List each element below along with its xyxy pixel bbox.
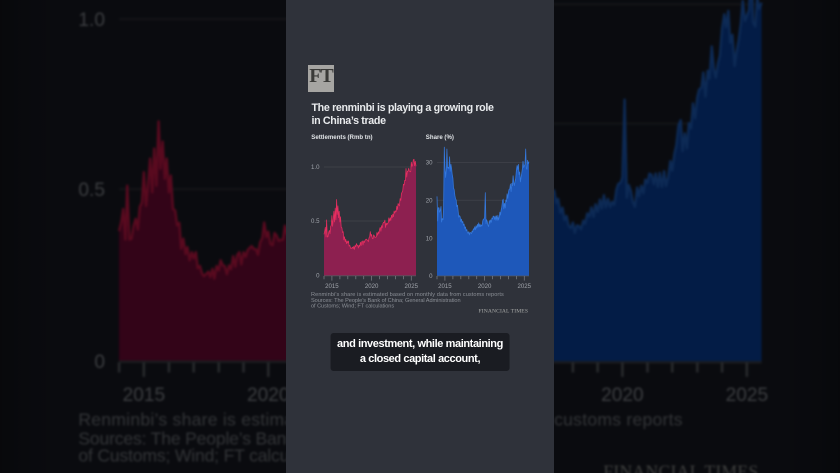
svg-text:2020: 2020 (478, 283, 492, 290)
svg-text:10: 10 (426, 235, 433, 242)
svg-text:2015: 2015 (438, 283, 452, 290)
svg-text:Share (%): Share (%) (426, 134, 454, 141)
svg-text:0: 0 (316, 273, 320, 280)
svg-text:1.0: 1.0 (311, 164, 320, 171)
svg-text:2020: 2020 (247, 385, 290, 406)
svg-text:2020: 2020 (601, 385, 644, 406)
svg-text:2025: 2025 (518, 283, 532, 290)
svg-text:Settlements (Rmb tn): Settlements (Rmb tn) (311, 134, 372, 141)
svg-text:0: 0 (429, 273, 433, 280)
svg-text:1.0: 1.0 (78, 10, 105, 31)
svg-text:2015: 2015 (325, 283, 339, 290)
svg-text:2025: 2025 (405, 283, 419, 290)
svg-text:0.5: 0.5 (311, 218, 320, 225)
svg-text:2015: 2015 (123, 385, 166, 406)
svg-text:2020: 2020 (365, 283, 379, 290)
svg-text:30: 30 (426, 160, 433, 167)
svg-text:0.5: 0.5 (78, 180, 105, 201)
svg-text:2025: 2025 (726, 385, 769, 406)
svg-text:20: 20 (426, 197, 433, 204)
svg-text:0: 0 (94, 352, 105, 373)
